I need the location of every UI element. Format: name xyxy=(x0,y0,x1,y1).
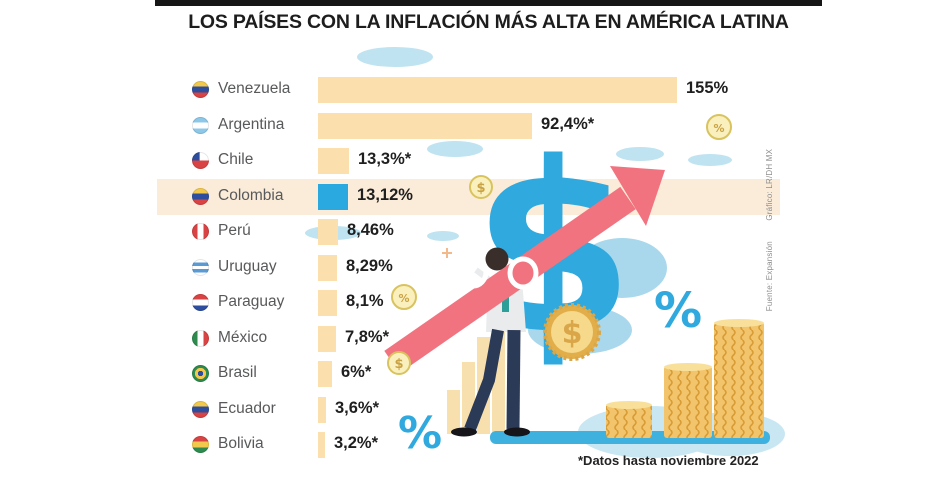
country-label: Bolivia xyxy=(218,435,264,452)
country-label: Chile xyxy=(218,151,254,168)
title-rule xyxy=(155,0,822,6)
country-row: Bolivia 3,2%* xyxy=(0,427,950,463)
inflation-bar xyxy=(318,361,332,387)
inflation-bar xyxy=(318,112,532,139)
page-title: LOS PAÍSES CON LA INFLACIÓN MÁS ALTA EN … xyxy=(188,11,789,33)
country-row: Ecuador 3,6%* xyxy=(0,392,950,428)
inflation-bar xyxy=(318,290,337,316)
country-row: Colombia 13,12% xyxy=(0,179,950,215)
mxico-flag-icon xyxy=(192,329,209,347)
inflation-bar xyxy=(318,148,349,174)
value-label: 6%* xyxy=(341,363,372,381)
inflation-bar xyxy=(318,432,325,458)
value-label: 13,3%* xyxy=(358,150,412,168)
credit-source: Fuente: Expansión xyxy=(765,241,774,312)
credit-author: Gráfico: LR/DH MX xyxy=(765,148,774,221)
inflation-bar xyxy=(318,254,337,281)
country-row: Argentina 92,4%* xyxy=(0,108,950,144)
country-label: Brasil xyxy=(218,364,257,381)
country-row: Brasil 6%* xyxy=(0,356,950,392)
inflation-bar xyxy=(318,77,677,103)
value-label: 8,1% xyxy=(346,292,384,310)
country-label: Perú xyxy=(218,222,251,239)
inflation-bar xyxy=(318,396,326,423)
value-label: 155% xyxy=(686,79,729,97)
value-label: 8,29% xyxy=(346,256,393,275)
country-row: Venezuela 155% xyxy=(0,72,950,108)
country-label: México xyxy=(218,328,268,346)
value-label: 92,4%* xyxy=(541,114,595,133)
country-label: Uruguay xyxy=(218,257,277,275)
inflation-bar xyxy=(318,325,336,352)
colombia-flag-icon xyxy=(192,187,209,205)
inflation-bar xyxy=(318,219,338,245)
country-row: Uruguay 8,29% xyxy=(0,250,950,286)
country-row: Perú 8,46% xyxy=(0,214,950,250)
country-label: Paraguay xyxy=(218,293,285,310)
credit-line: Fuente: Expansión Gráfico: LR/DH MX xyxy=(765,100,781,360)
value-label: 3,2%* xyxy=(334,434,379,452)
country-label: Colombia xyxy=(218,186,284,204)
bolivia-flag-icon xyxy=(192,436,209,453)
brasil-flag-icon xyxy=(192,365,209,382)
uruguay-flag-icon xyxy=(192,258,209,276)
per-flag-icon xyxy=(192,223,209,240)
country-row: Chile 13,3%* xyxy=(0,143,950,179)
argentina-flag-icon xyxy=(192,116,209,134)
ecuador-flag-icon xyxy=(192,400,209,418)
inflation-bar xyxy=(318,183,348,210)
chile-flag-icon xyxy=(192,152,209,169)
value-label: 3,6%* xyxy=(335,398,380,417)
paraguay-flag-icon xyxy=(192,294,209,311)
country-label: Argentina xyxy=(218,115,285,133)
footnote: *Datos hasta noviembre 2022 xyxy=(578,453,759,468)
country-label: Ecuador xyxy=(218,399,276,417)
country-label: Venezuela xyxy=(218,80,291,97)
country-row: Paraguay 8,1% xyxy=(0,285,950,321)
country-row: México 7,8%* xyxy=(0,321,950,357)
value-label: 7,8%* xyxy=(345,327,390,346)
value-label: 13,12% xyxy=(357,185,413,204)
value-label: 8,46% xyxy=(347,221,394,239)
venezuela-flag-icon xyxy=(192,81,209,98)
